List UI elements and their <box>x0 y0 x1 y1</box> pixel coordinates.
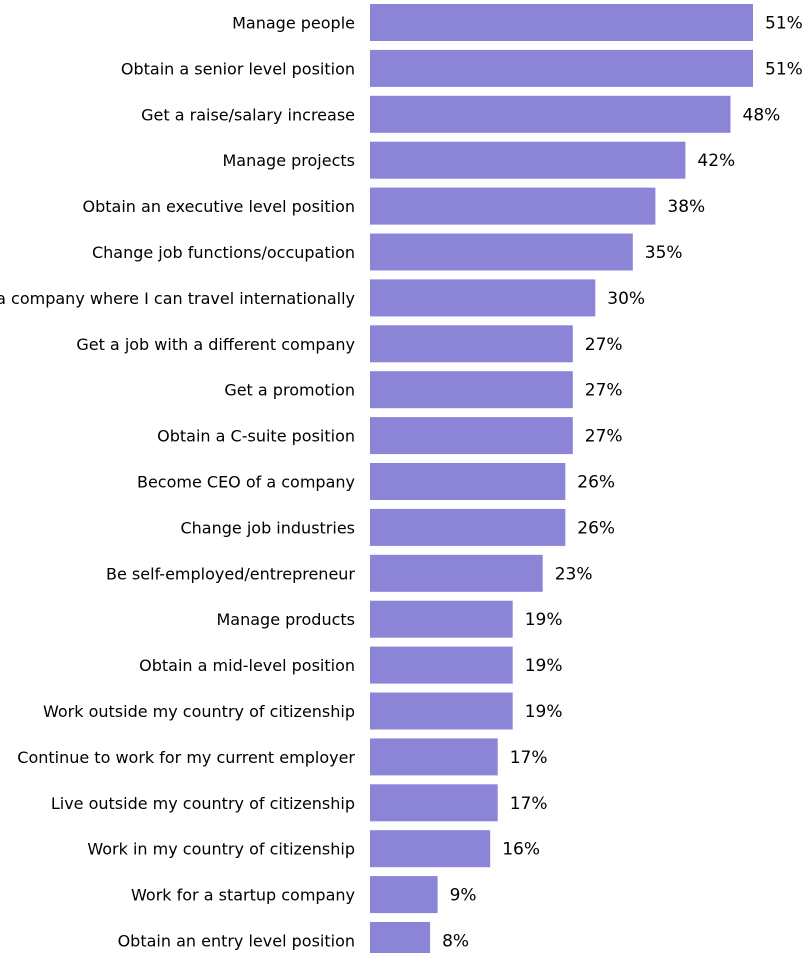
category-label: Be self-employed/entrepreneur <box>106 564 355 583</box>
bar <box>370 417 573 455</box>
category-label: Become CEO of a company <box>137 473 355 492</box>
bar <box>370 371 573 409</box>
category-label: Work outside my country of citizenship <box>43 702 355 721</box>
bar <box>370 508 566 546</box>
value-label: 19% <box>525 656 563 676</box>
value-label: 27% <box>585 381 623 401</box>
value-label: 35% <box>645 243 683 263</box>
value-label: 17% <box>510 794 548 814</box>
category-label: Obtain a mid-level position <box>139 656 355 675</box>
value-label: 16% <box>502 840 540 860</box>
category-label: Continue to work for my current employer <box>17 748 355 767</box>
category-label: Manage products <box>216 610 355 629</box>
category-label: Work in my country of citizenship <box>87 840 355 859</box>
category-label: Obtain a C-suite position <box>157 427 355 446</box>
category-label: Manage projects <box>222 151 355 170</box>
value-label: 48% <box>743 105 781 125</box>
category-label: Work for a company where I can travel in… <box>0 289 355 308</box>
category-label: Change job functions/occupation <box>92 243 355 262</box>
category-label: Obtain an executive level position <box>83 197 355 216</box>
category-label: Obtain a senior level position <box>121 59 355 78</box>
bar <box>370 279 596 317</box>
category-label: Work for a startup company <box>131 886 355 905</box>
value-label: 38% <box>667 197 705 217</box>
bar <box>370 922 431 953</box>
category-label: Manage people <box>232 14 355 33</box>
category-label: Get a raise/salary increase <box>141 105 355 124</box>
bar <box>370 4 753 41</box>
bar <box>370 646 513 684</box>
bar <box>370 876 438 914</box>
bar <box>370 784 498 822</box>
value-label: 30% <box>607 289 645 309</box>
bars-group <box>370 4 753 953</box>
value-labels-group: 51% 51% 48% 42% 38% 35% 30% 27% 27% 27% 26% 26% 23% 1… <box>442 14 803 952</box>
value-label: 17% <box>510 748 548 768</box>
bar <box>370 463 566 500</box>
bar <box>370 600 513 638</box>
bar <box>370 554 543 592</box>
value-label: 42% <box>697 151 735 171</box>
value-label: 19% <box>525 702 563 722</box>
category-labels-group: Manage people Obtain a senior level posit… <box>0 14 355 951</box>
bar <box>370 95 731 133</box>
value-label: 9% <box>450 886 477 906</box>
value-label: 26% <box>577 518 615 538</box>
value-label: 23% <box>555 564 593 584</box>
value-label: 51% <box>765 14 803 34</box>
bar <box>370 830 491 868</box>
value-label: 19% <box>525 610 563 630</box>
bar <box>370 692 513 730</box>
category-label: Get a promotion <box>224 381 355 400</box>
bar <box>370 141 686 179</box>
bar <box>370 49 753 87</box>
bar <box>370 233 633 271</box>
category-label: Live outside my country of citizenship <box>51 794 355 813</box>
value-label: 27% <box>585 427 623 447</box>
category-label: Change job industries <box>180 518 355 537</box>
bar <box>370 325 573 363</box>
value-label: 8% <box>442 932 469 952</box>
value-label: 51% <box>765 59 803 79</box>
value-label: 27% <box>585 335 623 355</box>
category-label: Get a job with a different company <box>76 335 355 354</box>
bar <box>370 738 498 776</box>
category-label: Obtain an entry level position <box>118 932 355 951</box>
bar <box>370 187 656 225</box>
value-label: 26% <box>577 473 615 493</box>
